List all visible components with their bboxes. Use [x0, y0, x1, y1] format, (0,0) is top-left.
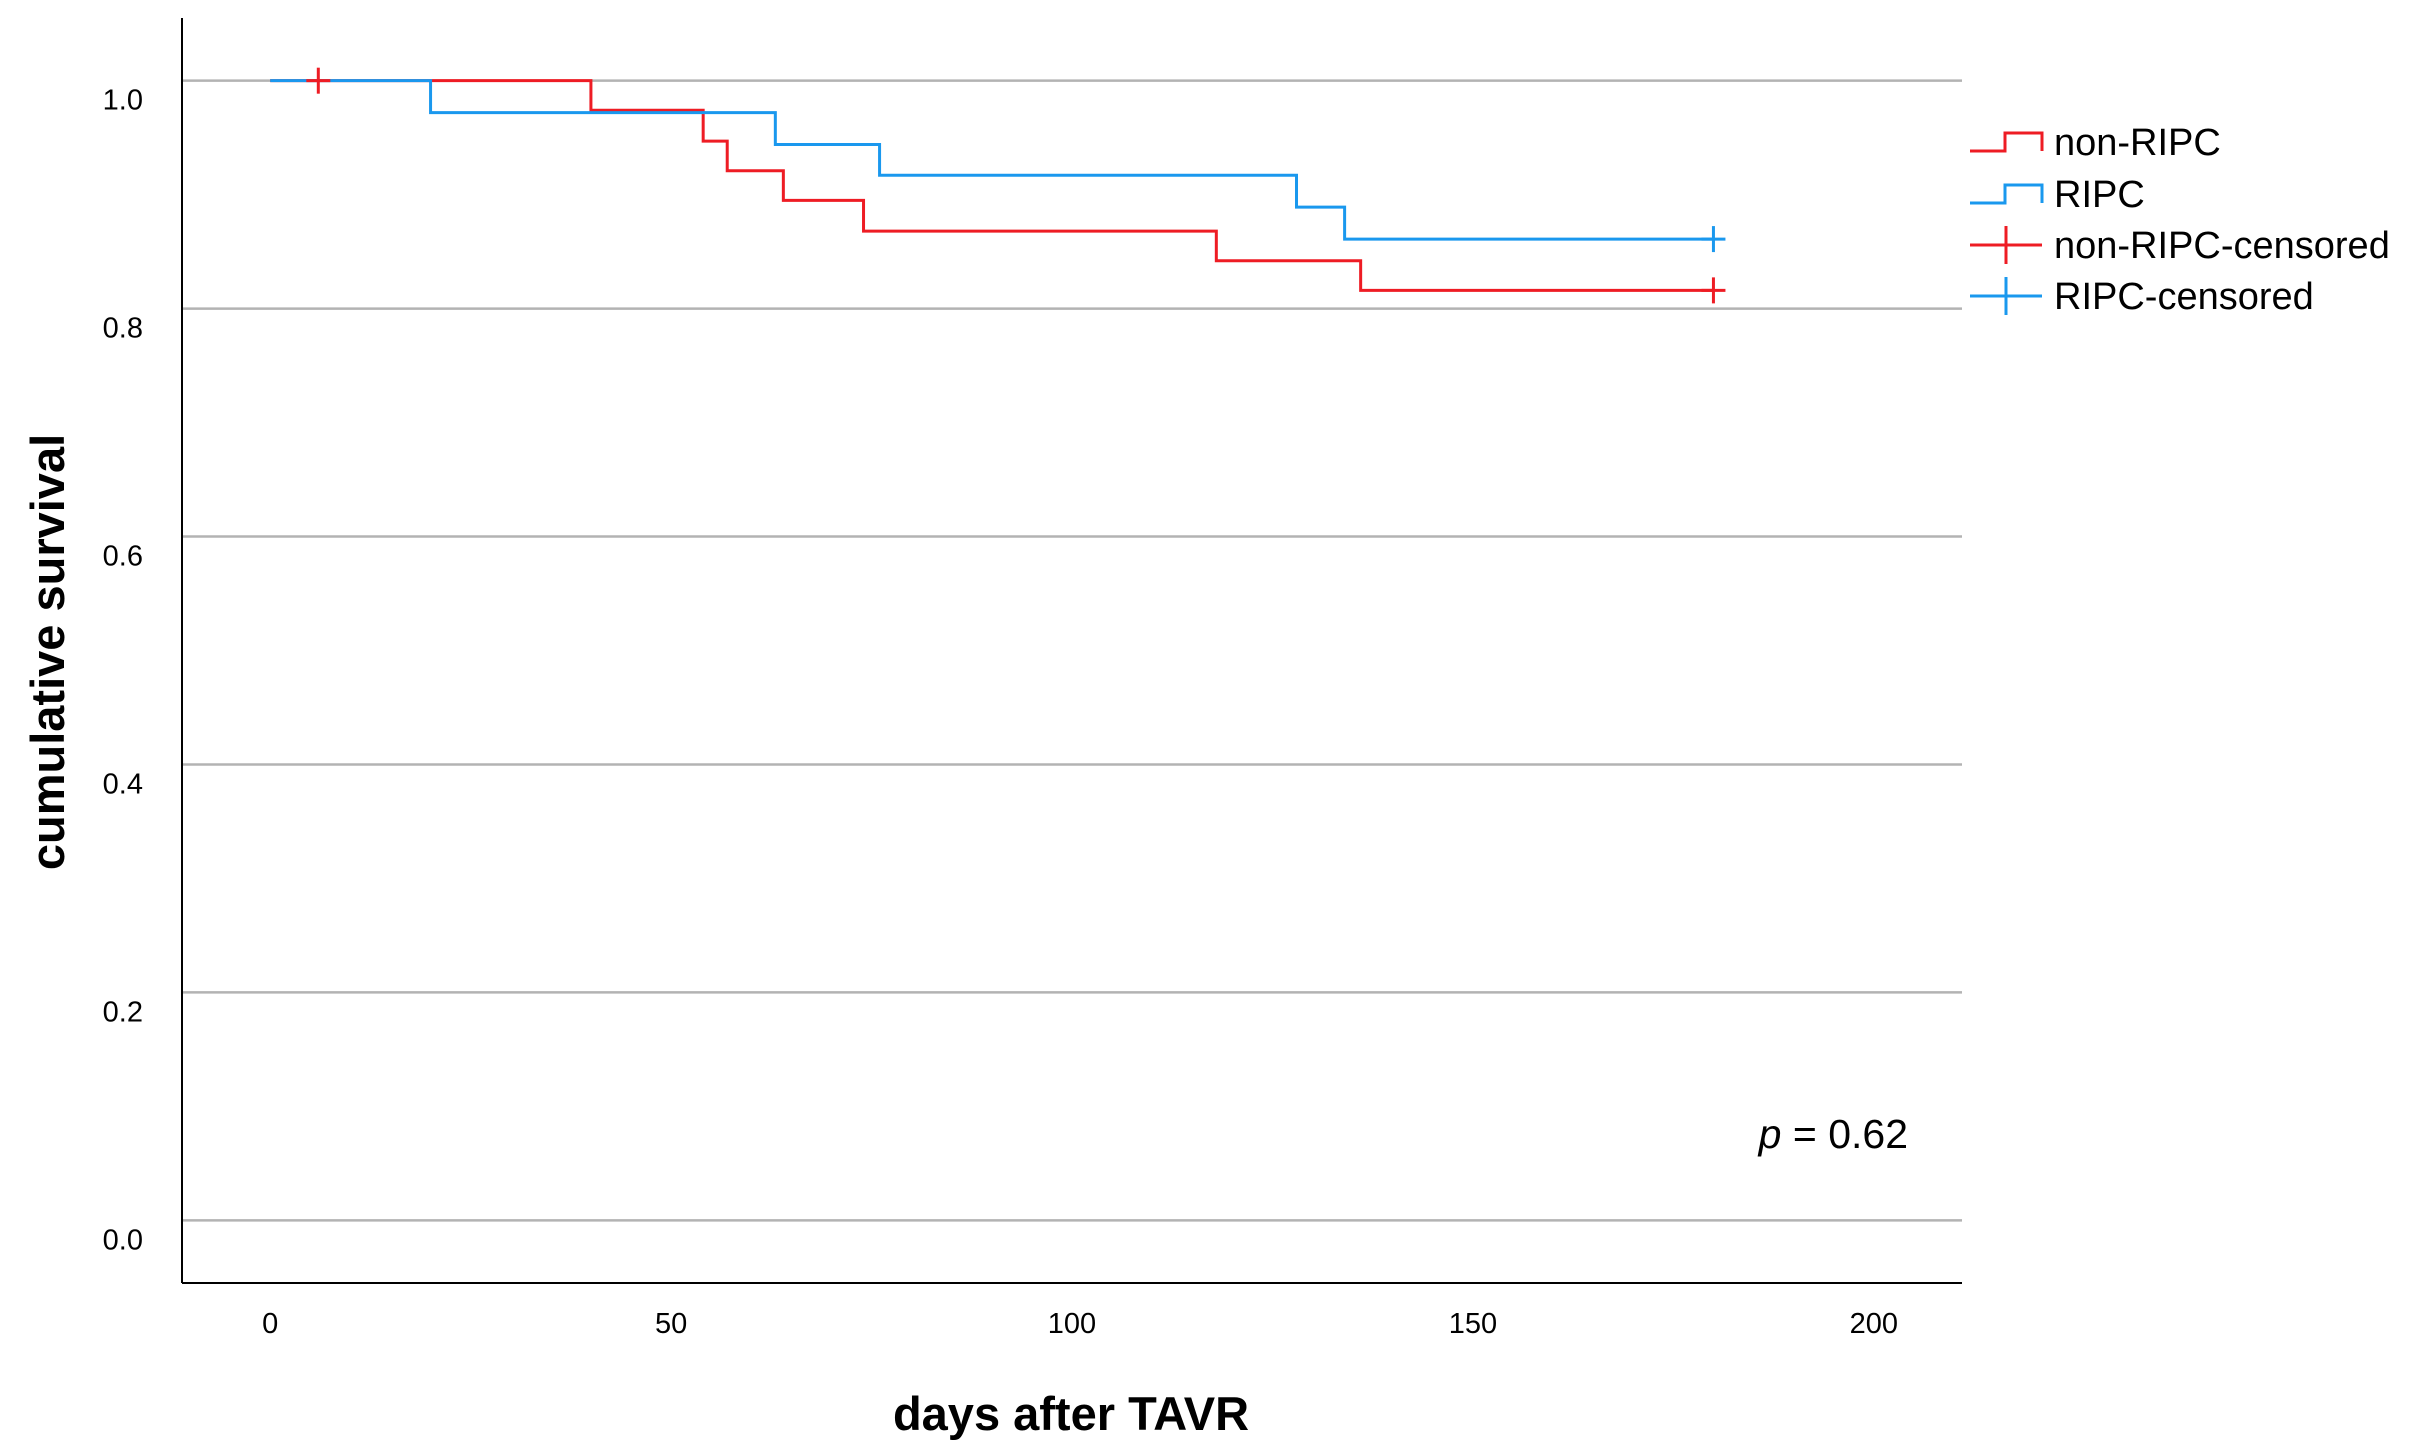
p-value-text: = 0.62 [1781, 1111, 1908, 1157]
legend-swatch [1970, 183, 2044, 205]
legend-swatch [1970, 277, 2042, 315]
y-tick-label: 0.4 [103, 768, 143, 800]
x-tick-labels: 0 50 100 150 200 [262, 1308, 1898, 1340]
censor-mark [1701, 277, 1726, 304]
series-line [270, 79, 1714, 292]
x-tick-label: 150 [1449, 1308, 1497, 1340]
legend-item: non-RIPC [1970, 122, 2221, 164]
legend-label: RIPC [2054, 174, 2145, 216]
legend-item: RIPC-censored [1970, 276, 2314, 318]
legend-label: non-RIPC-censored [2054, 225, 2390, 267]
legend-item: RIPC [1970, 174, 2145, 216]
legend-label: non-RIPC [2054, 122, 2221, 164]
series-line [270, 79, 1714, 241]
plot-series [270, 79, 1714, 292]
y-tick-label: 0.2 [103, 996, 143, 1028]
y-tick-label: 0.6 [103, 541, 143, 573]
p-value-symbol: p [1757, 1111, 1782, 1157]
p-value-annotation: p = 0.62 [1757, 1111, 1908, 1157]
y-tick-label: 0.8 [103, 313, 143, 345]
legend-swatch [1970, 226, 2042, 264]
y-axis-title: cumulative survival [21, 434, 74, 870]
censor-mark [306, 67, 331, 94]
y-tick-label: 0.0 [103, 1224, 143, 1256]
y-tick-label: 1.0 [103, 85, 143, 117]
y-tick-labels: 0.0 0.2 0.4 0.6 0.8 1.0 [103, 85, 143, 1257]
gridlines [182, 79, 1962, 1222]
x-tick-label: 50 [655, 1308, 687, 1340]
censor-marks [306, 67, 1726, 304]
censor-mark [1701, 226, 1726, 253]
legend-item: non-RIPC-censored [1970, 225, 2390, 267]
x-tick-label: 100 [1048, 1308, 1096, 1340]
legend-label: RIPC-censored [2054, 276, 2314, 318]
legend-swatch [1970, 131, 2044, 153]
x-tick-label: 0 [262, 1308, 278, 1340]
legend: non-RIPC RIPC non-RIPC-censored RIPC-censor… [1970, 122, 2390, 318]
x-axis-title: days after TAVR [893, 1387, 1249, 1440]
x-tick-label: 200 [1850, 1308, 1898, 1340]
